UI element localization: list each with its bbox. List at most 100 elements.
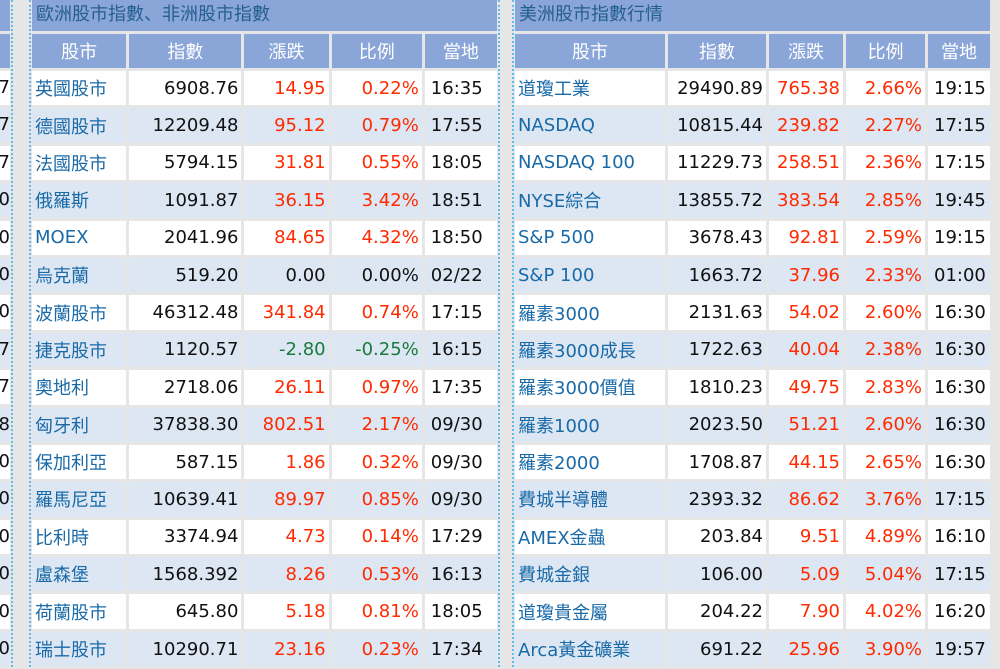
index-value: 1708.87 bbox=[668, 444, 766, 480]
change-value: 51.21 bbox=[769, 407, 843, 442]
column-header: 比例 bbox=[846, 34, 925, 68]
index-name-link[interactable]: 瑞士股市 bbox=[32, 631, 127, 667]
column-header: 當地 bbox=[424, 34, 497, 68]
table-row: 德國股市 12209.48 95.12 0.79% 17:55 bbox=[32, 108, 497, 143]
index-name-link[interactable]: 盧森堡 bbox=[32, 557, 127, 592]
index-name-link[interactable]: AMEX金蟲 bbox=[515, 519, 665, 555]
partial-cell: 7 bbox=[0, 108, 10, 143]
change-value: 341.84 bbox=[244, 295, 329, 330]
index-name-link[interactable]: NYSE綜合 bbox=[515, 183, 665, 218]
index-value: 2393.32 bbox=[668, 482, 766, 517]
table-row: 羅素3000價值 1810.23 49.75 2.83% 16:30 bbox=[515, 370, 990, 405]
partial-cell: 7 bbox=[0, 71, 10, 105]
partial-cell: 0 bbox=[0, 557, 10, 592]
index-value: 13855.72 bbox=[668, 183, 766, 218]
local-time: 19:57 bbox=[928, 631, 990, 667]
index-name-link[interactable]: 波蘭股市 bbox=[32, 295, 127, 330]
index-name-link[interactable]: NASDAQ bbox=[515, 108, 665, 143]
index-name-link[interactable]: 費城半導體 bbox=[515, 482, 665, 517]
local-time: 17:35 bbox=[424, 370, 497, 405]
index-value: 10639.41 bbox=[129, 482, 242, 517]
change-value: 92.81 bbox=[769, 220, 843, 255]
local-time: 17:15 bbox=[928, 145, 990, 181]
index-value: 1568.392 bbox=[129, 557, 242, 592]
column-header: 當地 bbox=[928, 34, 990, 68]
index-name-link[interactable]: S&P 100 bbox=[515, 257, 665, 293]
table-row: 費城金銀 106.00 5.09 5.04% 17:15 bbox=[515, 557, 990, 592]
local-time: 17:15 bbox=[424, 295, 497, 330]
change-percent: 0.32% bbox=[331, 444, 422, 480]
change-percent: 2.85% bbox=[846, 183, 925, 218]
index-value: 29490.89 bbox=[668, 71, 766, 106]
index-name-link[interactable]: NASDAQ 100 bbox=[515, 145, 665, 181]
index-name-link[interactable]: Arca黃金礦業 bbox=[515, 631, 665, 667]
index-name-link[interactable]: 道瓊貴金屬 bbox=[515, 594, 665, 629]
change-value: 95.12 bbox=[244, 108, 329, 143]
table-row: 羅素1000 2023.50 51.21 2.60% 16:30 bbox=[515, 407, 990, 442]
change-value: 86.62 bbox=[769, 482, 843, 517]
change-value: 84.65 bbox=[244, 220, 329, 255]
partial-cell: 7 bbox=[0, 145, 10, 180]
index-value: 3678.43 bbox=[668, 220, 766, 255]
index-name-link[interactable]: 俄羅斯 bbox=[32, 183, 127, 218]
index-name-link[interactable]: 烏克蘭 bbox=[32, 257, 127, 293]
index-name-link[interactable]: 羅素3000成長 bbox=[515, 332, 665, 368]
index-name-link[interactable]: 法國股市 bbox=[32, 145, 127, 181]
index-name-link[interactable]: 荷蘭股市 bbox=[32, 594, 127, 629]
change-percent: 4.02% bbox=[846, 594, 925, 629]
table-row: 道瓊工業 29490.89 765.38 2.66% 19:15 bbox=[515, 71, 990, 106]
index-name-link[interactable]: S&P 500 bbox=[515, 220, 665, 255]
index-name-link[interactable]: 羅素3000 bbox=[515, 295, 665, 330]
index-name-link[interactable]: 道瓊工業 bbox=[515, 71, 665, 106]
change-value: 14.95 bbox=[244, 71, 329, 106]
index-name-link[interactable]: 羅素2000 bbox=[515, 444, 665, 480]
table-row: 波蘭股市 46312.48 341.84 0.74% 17:15 bbox=[32, 295, 497, 330]
index-name-link[interactable]: 羅素3000價值 bbox=[515, 370, 665, 405]
index-value: 106.00 bbox=[668, 557, 766, 592]
table-row: 羅素3000成長 1722.63 40.04 2.38% 16:30 bbox=[515, 332, 990, 368]
table-row: 荷蘭股市 645.80 5.18 0.81% 18:05 bbox=[32, 594, 497, 629]
index-name-link[interactable]: 費城金銀 bbox=[515, 557, 665, 592]
change-value: 23.16 bbox=[244, 631, 329, 667]
index-name-link[interactable]: 比利時 bbox=[32, 519, 127, 555]
index-value: 11229.73 bbox=[668, 145, 766, 181]
index-value: 46312.48 bbox=[129, 295, 242, 330]
change-percent: 3.76% bbox=[846, 482, 925, 517]
change-percent: 3.42% bbox=[331, 183, 422, 218]
index-name-link[interactable]: 奧地利 bbox=[32, 370, 127, 405]
index-name-link[interactable]: 羅素1000 bbox=[515, 407, 665, 442]
index-name-link[interactable]: MOEX bbox=[32, 220, 127, 255]
change-percent: 2.17% bbox=[331, 407, 422, 442]
table-row: 俄羅斯 1091.87 36.15 3.42% 18:51 bbox=[32, 183, 497, 218]
local-time: 18:05 bbox=[424, 145, 497, 181]
column-header: 指數 bbox=[129, 34, 242, 68]
change-percent: -0.25% bbox=[331, 332, 422, 368]
local-time: 16:30 bbox=[928, 407, 990, 442]
index-value: 645.80 bbox=[129, 594, 242, 629]
index-value: 203.84 bbox=[668, 519, 766, 555]
index-value: 1091.87 bbox=[129, 183, 242, 218]
local-time: 16:15 bbox=[424, 332, 497, 368]
index-name-link[interactable]: 羅馬尼亞 bbox=[32, 482, 127, 517]
index-name-link[interactable]: 匈牙利 bbox=[32, 407, 127, 442]
index-name-link[interactable]: 捷克股市 bbox=[32, 332, 127, 368]
local-time: 16:30 bbox=[928, 444, 990, 480]
index-name-link[interactable]: 德國股市 bbox=[32, 108, 127, 143]
local-time: 16:30 bbox=[928, 370, 990, 405]
change-percent: 0.22% bbox=[331, 71, 422, 106]
index-name-link[interactable]: 保加利亞 bbox=[32, 444, 127, 480]
change-value: 1.86 bbox=[244, 444, 329, 480]
local-time: 19:15 bbox=[928, 71, 990, 106]
change-value: 37.96 bbox=[769, 257, 843, 293]
index-name-link[interactable]: 英國股市 bbox=[32, 71, 127, 106]
local-time: 16:13 bbox=[424, 557, 497, 592]
change-value: 25.96 bbox=[769, 631, 843, 667]
americas-index-panel: 美洲股市指數行情 股市 指數 漲跌 比例 當地 道瓊工業 29490.89 765.38 2.6… bbox=[515, 0, 990, 669]
table-row: 羅素3000 2131.63 54.02 2.60% 16:30 bbox=[515, 295, 990, 330]
panel-title: 美洲股市指數行情 bbox=[515, 0, 990, 31]
column-header: 漲跌 bbox=[769, 34, 843, 68]
column-header: 股市 bbox=[32, 34, 127, 68]
table-row: MOEX 2041.96 84.65 4.32% 18:50 bbox=[32, 220, 497, 255]
table-row: 盧森堡 1568.392 8.26 0.53% 16:13 bbox=[32, 557, 497, 592]
change-percent: 2.33% bbox=[846, 257, 925, 293]
